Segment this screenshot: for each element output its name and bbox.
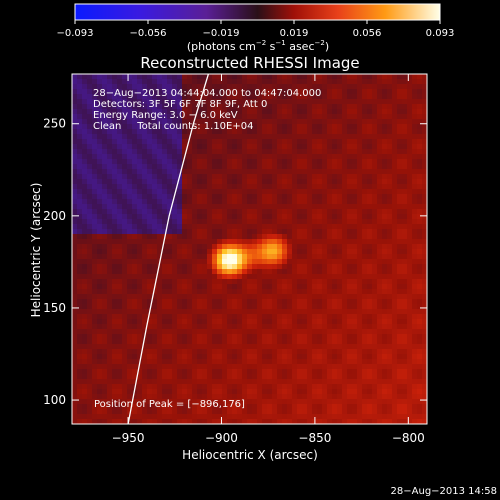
x-tick-label: −950 — [112, 431, 145, 445]
colorbar-tick-label: −0.056 — [129, 28, 166, 39]
y-tick-label: 200 — [43, 209, 66, 223]
y-axis-title: Heliocentric Y (arcsec) — [29, 183, 43, 318]
colorbar-tick-label: 0.019 — [280, 28, 309, 39]
peak-position-text: Position of Peak = [−896,176] — [94, 399, 245, 410]
chart-title: Reconstructed RHESSI Image — [140, 54, 359, 72]
y-tick-label: 150 — [43, 301, 66, 315]
x-tick-label: −900 — [205, 431, 238, 445]
timestamp: 28−Aug−2013 14:58 — [391, 486, 497, 497]
colorbar-tick-label: −0.019 — [202, 28, 239, 39]
colorbar — [74, 3, 441, 21]
colorbar-tick-label: −0.093 — [56, 28, 93, 39]
plot-frame — [71, 73, 428, 425]
info-line-counts: Clean Total counts: 1.10E+04 — [93, 121, 253, 132]
colorbar-ticks: −0.093 −0.056 −0.019 0.019 0.056 0.093 — [56, 20, 454, 39]
x-axis-title: Heliocentric X (arcsec) — [182, 448, 318, 462]
colorbar-tick-label: 0.093 — [426, 28, 455, 39]
x-tick-label: −800 — [392, 431, 425, 445]
y-tick-label: 100 — [43, 393, 66, 407]
colorbar-units: (photons cm−2 s−1 asec−2) — [187, 39, 329, 53]
info-line-time: 28−Aug−2013 04:44:04.000 to 04:47:04.000 — [93, 88, 321, 99]
axes: −950 −900 −850 −800 100 150 200 250 — [43, 74, 427, 445]
colorbar-tick-label: 0.056 — [353, 28, 382, 39]
heatmap-field — [72, 74, 427, 424]
info-annotation: 28−Aug−2013 04:44:04.000 to 04:47:04.000… — [93, 88, 321, 132]
y-tick-label: 250 — [43, 117, 66, 131]
info-line-detectors: Detectors: 3F 5F 6F 7F 8F 9F, Att 0 — [93, 99, 267, 110]
x-tick-label: −850 — [298, 431, 331, 445]
info-line-energy: Energy Range: 3.0 − 6.0 keV — [93, 110, 238, 121]
solar-limb-curve — [127, 74, 210, 424]
